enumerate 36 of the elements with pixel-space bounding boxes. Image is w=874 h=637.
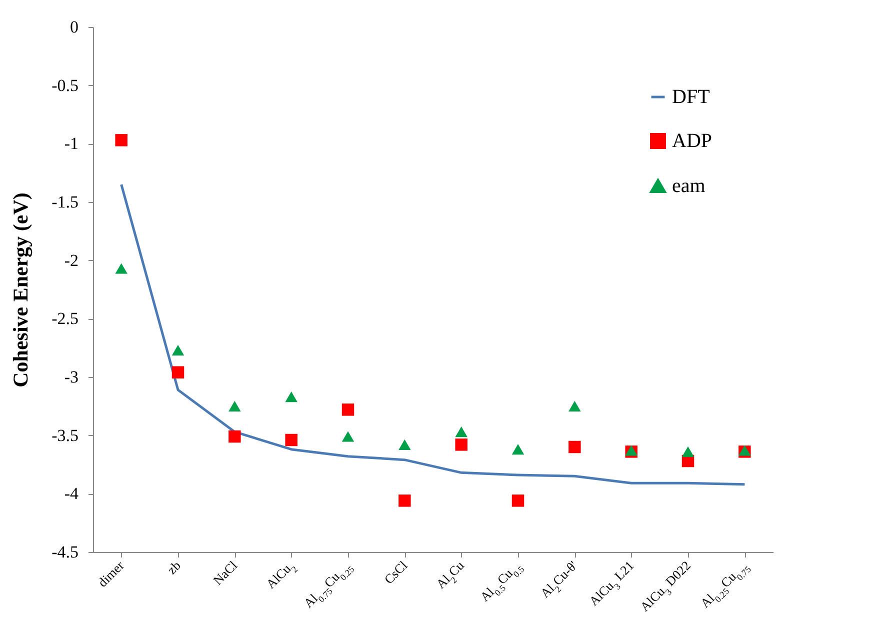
y-tick-label: -0.5	[52, 76, 78, 95]
y-tick-label: -2	[64, 250, 78, 270]
point	[342, 404, 354, 416]
y-tick-label: -4.5	[52, 542, 78, 562]
y-tick-label: -3.5	[52, 426, 78, 445]
point	[285, 392, 298, 402]
point	[228, 430, 241, 443]
y-tick-label: -3	[64, 368, 78, 386]
line-series	[120, 183, 746, 486]
point	[398, 439, 411, 450]
y-tick-label: 0	[70, 18, 78, 36]
y-tick-label: -1	[64, 134, 78, 154]
y-tick-label: -2.5	[52, 309, 78, 328]
point	[342, 431, 354, 442]
point	[228, 400, 241, 412]
x-tick-label: zb	[164, 558, 184, 578]
y-axis-title: Cohesive Energy (eV)	[8, 192, 33, 388]
point	[115, 134, 128, 146]
point	[455, 438, 468, 451]
point	[568, 440, 581, 454]
point	[398, 494, 411, 507]
point	[568, 400, 581, 412]
x-tick-label: CsCl	[381, 558, 410, 587]
point	[115, 263, 128, 274]
point	[172, 344, 184, 356]
legend-label: DFT	[672, 86, 710, 108]
point	[682, 446, 694, 457]
legend-label: ADP	[672, 130, 712, 152]
point	[512, 444, 524, 455]
point	[512, 494, 524, 507]
point	[455, 426, 468, 438]
y-tick-label: -1.5	[52, 192, 78, 212]
point	[285, 434, 298, 446]
legend-label: eam	[672, 175, 706, 197]
point	[172, 366, 184, 378]
y-tick-label: -4	[64, 484, 79, 504]
